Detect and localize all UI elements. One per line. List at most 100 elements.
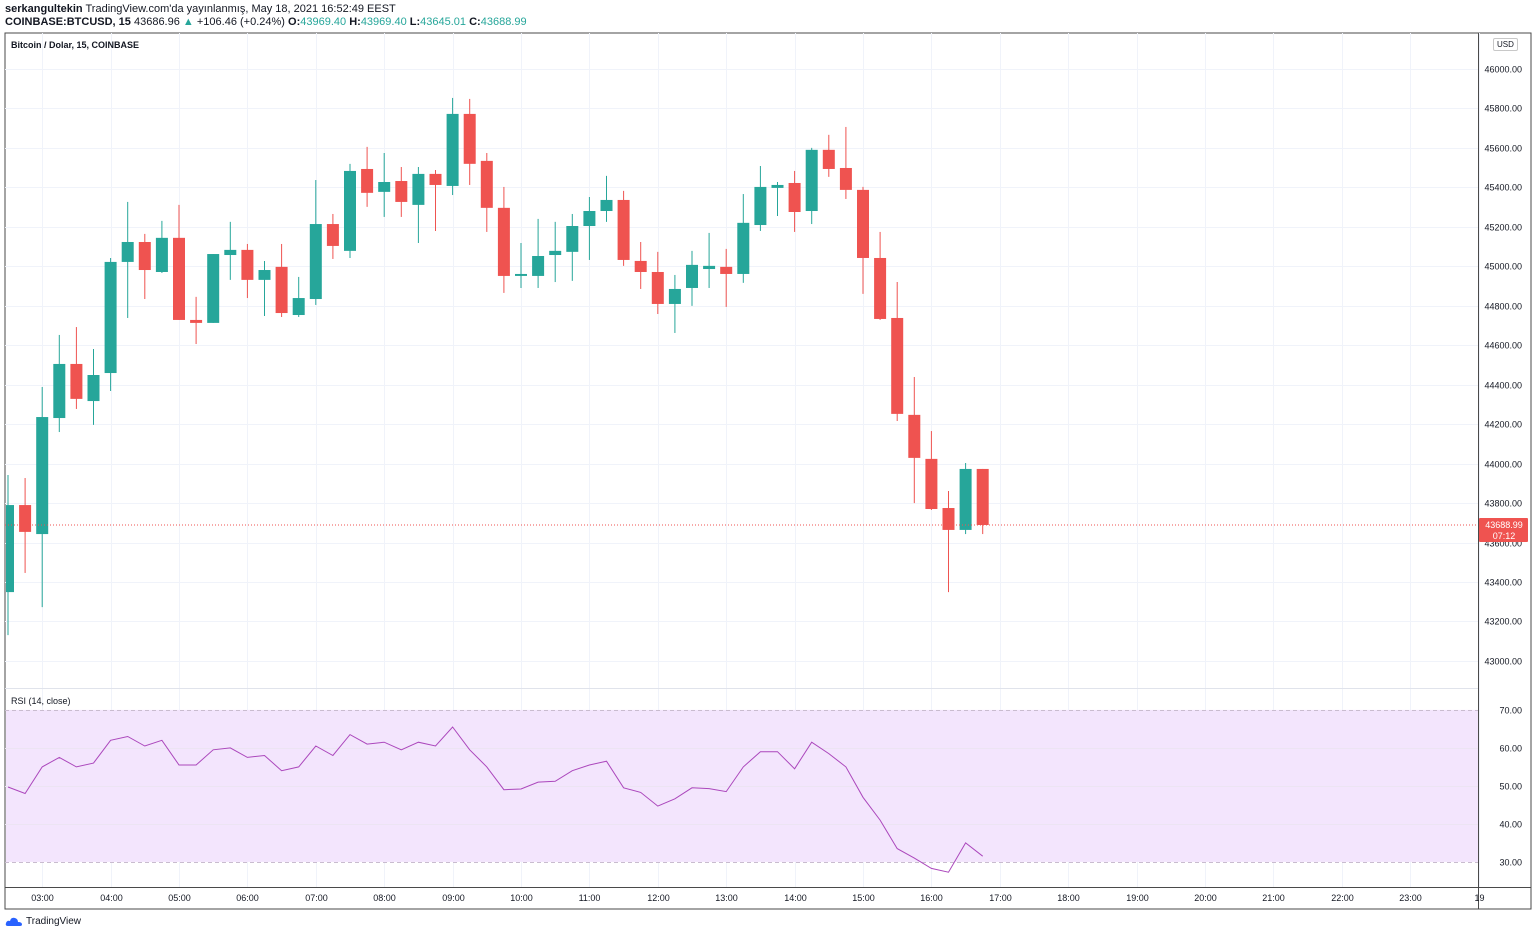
- candle: [583, 196, 596, 260]
- candle: [822, 134, 835, 177]
- price-axis[interactable]: 43000.00 43200.00 43400.00 43600.00 43800.00…: [1484, 65, 1522, 667]
- candle: [976, 468, 989, 535]
- candle-body: [720, 266, 733, 274]
- time-tick-label: 13:00: [715, 893, 738, 903]
- price-tick-label: 43000.00: [1484, 657, 1522, 667]
- candle: [668, 274, 681, 333]
- candle-body: [566, 226, 579, 252]
- candle: [190, 296, 203, 345]
- candle: [53, 334, 66, 433]
- time-tick-label: 10:00: [510, 893, 533, 903]
- rsi-grid: [5, 710, 1478, 863]
- candle: [463, 98, 476, 185]
- candle-body: [754, 186, 767, 226]
- time-tick-label: 03:00: [31, 893, 54, 903]
- candle-body: [275, 266, 288, 314]
- candle-body: [446, 113, 459, 186]
- price-tick-label: 45600.00: [1484, 144, 1522, 154]
- time-tick-label: 15:00: [852, 893, 875, 903]
- time-tick-label: 21:00: [1262, 893, 1285, 903]
- candle: [121, 201, 134, 318]
- price-tick-label: 44000.00: [1484, 460, 1522, 470]
- candle-body: [361, 168, 374, 193]
- open-label: O:: [288, 16, 301, 28]
- candle-body: [839, 167, 852, 190]
- candle: [515, 242, 527, 288]
- publish-info: serkangultekin TradingView.com'da yayınl…: [5, 3, 396, 15]
- candles: [6, 97, 989, 636]
- candle-body: [942, 508, 955, 530]
- price-tick-label: 45800.00: [1484, 104, 1522, 114]
- candle-body: [925, 458, 938, 510]
- price-tick-label: 43200.00: [1484, 617, 1522, 627]
- low-value: 43645.01: [420, 16, 467, 28]
- high-label: H:: [349, 16, 361, 28]
- candle: [754, 166, 767, 231]
- time-tick-label: 16:00: [920, 893, 943, 903]
- price-tick-label: 45200.00: [1484, 223, 1522, 233]
- candle-body: [104, 261, 117, 374]
- candle: [891, 282, 904, 421]
- rsi-tick-label: 30.00: [1499, 858, 1522, 868]
- candle-body: [874, 257, 887, 319]
- candle-body: [326, 224, 339, 246]
- currency-button[interactable]: USD: [1493, 38, 1518, 51]
- cloud-icon: [5, 917, 22, 926]
- candle-body: [515, 273, 527, 276]
- time-tick-label: 09:00: [442, 893, 465, 903]
- candle-body: [155, 237, 168, 272]
- price-tick-label: 44400.00: [1484, 381, 1522, 391]
- candle: [429, 169, 442, 231]
- candle-body: [241, 249, 254, 280]
- candle: [600, 175, 613, 222]
- candle: [703, 232, 716, 288]
- candle: [87, 348, 100, 425]
- candle-body: [788, 182, 801, 212]
- candle-body: [19, 505, 32, 532]
- candle-body: [480, 160, 493, 208]
- candle: [839, 126, 852, 199]
- rsi-tick-label: 40.00: [1499, 820, 1522, 830]
- close-value: 43688.99: [480, 16, 527, 28]
- rsi-line: [7, 726, 984, 873]
- time-axis[interactable]: 03:00 04:00 05:00 06:00 07:00 08:00 09:00 10:00…: [31, 893, 1484, 903]
- candle: [155, 220, 168, 273]
- author-name[interactable]: serkangultekin: [5, 3, 83, 15]
- last-price-tag-bg: [1479, 517, 1528, 542]
- candle: [925, 431, 938, 510]
- candle: [651, 251, 664, 315]
- candle-body: [583, 211, 596, 227]
- rsi-axis[interactable]: 30.00 40.00 50.00 60.00 70.00: [1499, 706, 1522, 868]
- price-tick-label: 46000.00: [1484, 65, 1522, 75]
- candle: [6, 475, 14, 636]
- candle-body: [617, 199, 630, 260]
- time-tick-label: 11:00: [579, 893, 601, 903]
- candle-body: [651, 271, 664, 304]
- open-value: 43969.40: [300, 16, 347, 28]
- candle-body: [634, 260, 647, 272]
- candle: [292, 276, 305, 317]
- candle: [326, 213, 339, 259]
- candle-body: [805, 149, 818, 212]
- time-tick-label: 19:00: [1126, 893, 1149, 903]
- high-value: 43969.40: [360, 16, 407, 28]
- candle: [378, 152, 391, 217]
- candle: [480, 152, 493, 232]
- candle: [788, 170, 801, 232]
- tradingview-brand: TradingView: [26, 916, 82, 927]
- candle-body: [822, 149, 835, 169]
- candle: [634, 241, 647, 289]
- candle-body: [412, 173, 425, 205]
- candle: [344, 163, 356, 258]
- candle: [959, 463, 972, 535]
- candle: [874, 231, 887, 320]
- price-tick-label: 44200.00: [1484, 420, 1522, 430]
- candle-body: [908, 414, 921, 458]
- candle: [857, 186, 869, 294]
- candle: [737, 194, 750, 283]
- candle-body: [87, 375, 100, 402]
- tradingview-logo[interactable]: TradingView: [5, 916, 81, 927]
- candle: [549, 221, 562, 283]
- candle-body: [53, 363, 66, 419]
